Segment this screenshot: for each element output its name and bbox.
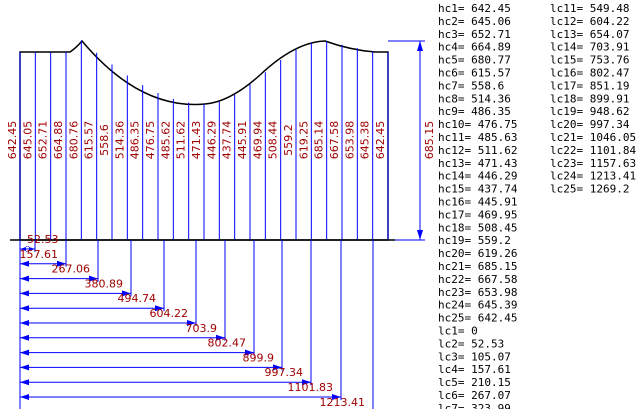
parameter: hc25= 642.45 (438, 312, 517, 325)
parameter: lc24= 1213.41 (550, 170, 636, 183)
parameter: hc14= 446.29 (438, 170, 517, 183)
parameter: lc11= 549.48 (550, 2, 629, 15)
parameter: hc10= 476.75 (438, 118, 517, 131)
parameter: lc23= 1157.63 (550, 157, 636, 170)
parameter: hc15= 437.74 (438, 183, 518, 196)
parameter: lc22= 1101.84 (550, 144, 636, 157)
station-height: 437.74 (221, 121, 234, 160)
parameter: hc18= 508.45 (438, 221, 517, 234)
parameter: lc3= 105.07 (438, 350, 511, 363)
station-height: 485.62 (159, 121, 172, 160)
station-height: 619.25 (297, 121, 310, 160)
parameter: hc23= 653.98 (438, 286, 517, 299)
station-height: 469.94 (251, 121, 264, 160)
parameter: hc12= 511.62 (438, 144, 517, 157)
station-height: 652.71 (37, 121, 50, 160)
station-height: 680.76 (67, 121, 80, 160)
offset-label: 899.9 (243, 351, 275, 364)
parameter: hc11= 485.63 (438, 131, 517, 144)
parameter: lc7= 323.99 (438, 402, 511, 409)
station-height: 486.35 (129, 121, 142, 160)
station-height: 653.98 (343, 121, 356, 160)
arrowhead (20, 246, 35, 252)
offset-label: 703.9 (186, 322, 218, 335)
parameter: hc7= 558.6 (438, 79, 504, 92)
parameter: lc21= 1046.05 (550, 131, 636, 144)
station-height: 642.45 (6, 121, 19, 160)
offset-label: 52.53 (27, 233, 59, 246)
parameter: hc21= 685.15 (438, 260, 517, 273)
parameter: hc20= 619.26 (438, 247, 517, 260)
station-height: 471.43 (190, 121, 203, 160)
parameter: lc19= 948.62 (550, 105, 629, 118)
parameter: hc2= 645.06 (438, 15, 511, 28)
station-height: 685.14 (313, 121, 326, 160)
station-height: 558.6 (98, 124, 111, 156)
parameter: lc5= 210.15 (438, 376, 511, 389)
station-height: 667.58 (328, 121, 341, 160)
station-height: 511.62 (175, 121, 188, 160)
parameter: lc13= 654.07 (550, 28, 629, 41)
parameter: lc17= 851.19 (550, 79, 629, 92)
offset-label: 604.22 (150, 307, 189, 320)
parameter: lc12= 604.22 (550, 15, 629, 28)
parameter: lc4= 157.61 (438, 363, 511, 376)
offset-label: 1213.41 (320, 396, 366, 409)
parameter: lc25= 1269.2 (550, 183, 629, 196)
parameter: hc9= 486.35 (438, 105, 511, 118)
parameter: hc13= 471.43 (438, 157, 517, 170)
parameter: hc22= 667.58 (438, 273, 517, 286)
parameter: hc4= 664.89 (438, 41, 511, 54)
parameter: lc20= 997.34 (550, 118, 630, 131)
station-height: 559.2 (282, 124, 295, 156)
station-height: 514.36 (113, 121, 126, 160)
station-height: 645.05 (21, 121, 34, 160)
parameter: lc14= 703.91 (550, 41, 629, 54)
offset-label: 997.34 (265, 366, 304, 379)
station-height: 642.45 (374, 121, 387, 160)
parameter: hc19= 559.2 (438, 234, 511, 247)
parameter: hc5= 680.77 (438, 54, 511, 67)
station-height: 664.88 (52, 121, 65, 160)
parameter: lc1= 0 (438, 325, 478, 338)
offset-label: 267.06 (52, 263, 91, 276)
offset-label: 494.74 (118, 292, 157, 305)
station-height: 445.91 (236, 121, 249, 160)
parameter: hc3= 652.71 (438, 28, 511, 41)
station-height: 645.38 (359, 121, 372, 160)
offset-label: 157.61 (20, 248, 59, 261)
parameter: hc17= 469.95 (438, 208, 517, 221)
offset-label: 1101.83 (288, 381, 334, 394)
parameter: hc6= 615.57 (438, 67, 511, 80)
parameter: lc15= 753.76 (550, 54, 629, 67)
station-height: 476.75 (144, 121, 157, 160)
arrowhead (20, 275, 98, 282)
parameter: hc1= 642.45 (438, 2, 511, 15)
offset-label: 380.89 (85, 277, 124, 290)
parameter: hc16= 445.91 (438, 196, 517, 209)
parameter: hc8= 514.36 (438, 92, 511, 105)
station-height: 446.29 (205, 121, 218, 160)
station-height: 508.44 (267, 121, 280, 160)
parameter: lc2= 52.53 (438, 337, 504, 350)
parameter: lc6= 267.07 (438, 389, 511, 402)
station-height: 615.57 (83, 121, 96, 160)
parameter: lc16= 802.47 (550, 67, 629, 80)
parameter: hc24= 645.39 (438, 299, 517, 312)
parameter: lc18= 899.91 (550, 92, 629, 105)
height-label: 685.15 (423, 121, 436, 160)
offset-label: 802.47 (208, 337, 247, 350)
